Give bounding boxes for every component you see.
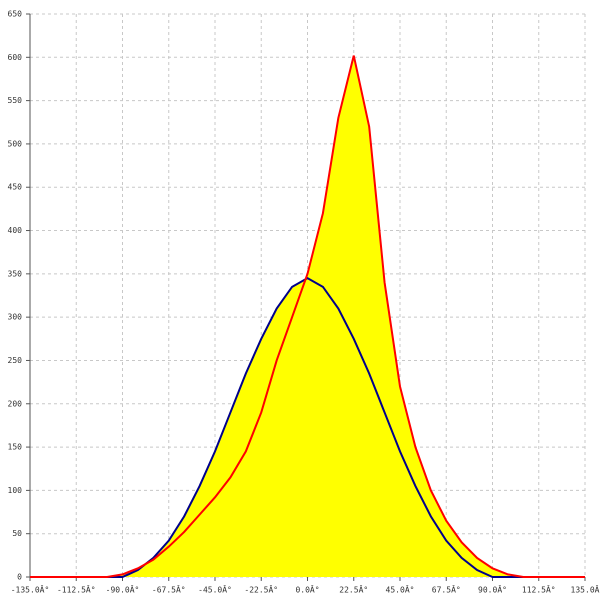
line: [30, 277, 585, 578]
area-fill: [30, 55, 585, 578]
y-tick-label: 450: [8, 183, 23, 192]
y-tick-label: 650: [8, 10, 23, 19]
y-tick-label: 0: [17, 573, 22, 582]
y-tick-label: 100: [8, 486, 23, 495]
y-tick-label: 50: [12, 529, 22, 538]
x-tick-label: -112.5Â°: [57, 584, 96, 595]
x-tick-label: 112.5Â°: [522, 584, 556, 595]
x-tick-label: -90.0Â°: [106, 584, 140, 595]
y-tick-label: 350: [8, 269, 23, 278]
y-tick-label: 150: [8, 443, 23, 452]
y-tick-label: 400: [8, 226, 23, 235]
x-tick-label: -67.5Â°: [152, 584, 186, 595]
x-tick-label: -135.0Â°: [11, 584, 50, 595]
y-tick-label: 600: [8, 53, 23, 62]
x-tick-label: 135.0Â: [571, 584, 600, 595]
x-tick-label: 22.5Â°: [339, 584, 368, 595]
x-tick-label: -22.5Â°: [244, 584, 278, 595]
y-tick-label: 200: [8, 399, 23, 408]
y-tick-label: 250: [8, 356, 23, 365]
x-tick-label: 0.0Â°: [295, 584, 319, 595]
y-tick-label: 500: [8, 139, 23, 148]
x-tick-label: 67.5Â°: [432, 584, 461, 595]
y-tick-label: 550: [8, 96, 23, 105]
y-tick-label: 300: [8, 313, 23, 322]
x-tick-label: -45.0Â°: [198, 584, 232, 595]
line: [30, 55, 585, 578]
x-tick-label: 45.0Â°: [386, 584, 415, 595]
x-tick-label: 90.0Â°: [478, 584, 507, 595]
